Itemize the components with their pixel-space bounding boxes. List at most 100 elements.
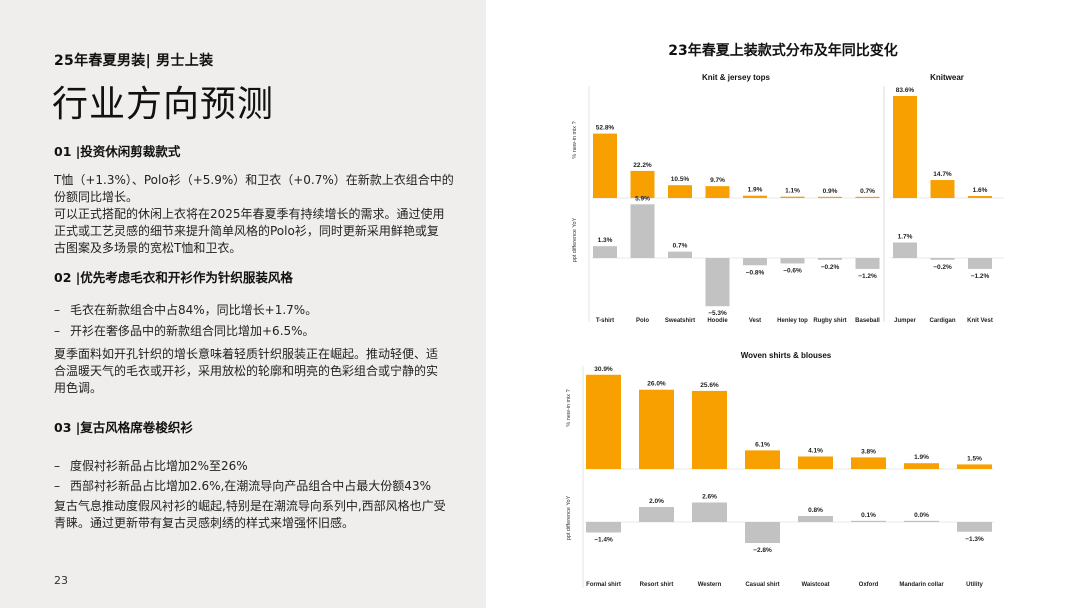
- bar-label: 1.9%: [748, 187, 763, 194]
- bar-yoy-diff: [705, 258, 730, 307]
- diff-label: 0.7%: [673, 243, 688, 250]
- category-label: T-shirt: [596, 318, 614, 324]
- bar-new-in-mix: [743, 195, 767, 198]
- category-label: Casual shirt: [745, 582, 779, 588]
- diff-label: −0.2%: [933, 264, 952, 271]
- category-label: Waistcoat: [801, 582, 829, 588]
- diff-label: 0.0%: [914, 512, 929, 519]
- bullet-text: 西部衬衫新品占比增加2.6%,在潮流导向产品组合中占最大份额43%: [70, 479, 431, 493]
- bar-yoy-diff: [855, 258, 880, 269]
- bar-label: 1.5%: [967, 455, 982, 462]
- section-2-bullet: – 毛衣在新款组合中占84%，同比增长+1.7%。: [54, 303, 318, 317]
- section-2-heading: 02 |优先考虑毛衣和开衫作为针织服装风格: [54, 270, 293, 285]
- category-label: Polo: [636, 318, 649, 324]
- bar-new-in-mix: [668, 185, 692, 198]
- bar-new-in-mix: [586, 374, 621, 469]
- bar-yoy-diff: [893, 242, 917, 258]
- section-3-paragraph: 复古气息推动度假风衬衫的崛起,特别是在潮流导向系列中,西部风格也广受 青睐。通过…: [54, 498, 454, 532]
- category-label: Vest: [749, 318, 761, 324]
- diff-label: −0.6%: [783, 267, 802, 274]
- section-2-line: 夏季面料如开孔针织的增长意味着轻质针织服装正在崛起。推动轻便、适: [54, 347, 439, 361]
- category-label: Sweatshirt: [665, 318, 695, 324]
- category-label: Resort shirt: [640, 582, 674, 588]
- y-axis-label-top: % new-in mix ?: [566, 389, 572, 426]
- category-label: Rugby shirt: [813, 318, 846, 324]
- section-1-line: 正式或工艺灵感的细节来提升简单风格的Polo衫，同时更新采用鲜艳或复: [54, 224, 439, 238]
- section-1-line: 份额同比增长。: [54, 190, 139, 204]
- bar-label: 30.9%: [594, 366, 613, 373]
- bar-yoy-diff: [930, 258, 955, 260]
- panel-title: Knit & jersey tops: [702, 73, 771, 82]
- bar-yoy-diff: [818, 258, 842, 260]
- bar-label: 3.8%: [861, 448, 876, 455]
- bar-new-in-mix: [745, 450, 780, 469]
- section-3-line: 复古气息推动度假风衬衫的崛起,特别是在潮流导向系列中,西部风格也广受: [54, 499, 446, 513]
- diff-label: −1.4%: [594, 537, 613, 544]
- bar-yoy-diff: [780, 258, 805, 264]
- bar-label: 1.6%: [973, 187, 988, 194]
- section-1-line: 可以正式搭配的休闲上衣将在2025年春夏季有持续增长的需求。通过使用: [54, 207, 445, 221]
- diff-label: −0.8%: [746, 269, 765, 276]
- section-2-paragraph: 夏季面料如开孔针织的增长意味着轻质针织服装正在崛起。推动轻便、适 合温暖天气的毛…: [54, 346, 454, 397]
- bar-yoy-diff: [851, 520, 886, 522]
- section-1-line: 古图案及多场景的宽松T恤和卫衣。: [54, 241, 242, 255]
- bar-yoy-diff: [904, 520, 939, 522]
- bar-label: 1.1%: [785, 188, 800, 195]
- bar-new-in-mix: [968, 196, 992, 198]
- bar-label: 9.7%: [710, 177, 725, 184]
- diff-label: −1.3%: [965, 536, 984, 543]
- bar-yoy-diff: [743, 258, 767, 266]
- bar-yoy-diff: [745, 522, 780, 543]
- bar-new-in-mix: [798, 456, 833, 469]
- category-label: Oxford: [859, 582, 879, 588]
- section-1-heading: 01 |投资休闲剪裁款式: [54, 144, 181, 159]
- y-axis-label-bottom: ppt difference YoY: [572, 217, 578, 262]
- bar-yoy-diff: [630, 204, 655, 258]
- category-label: Mandarin collar: [899, 582, 944, 588]
- section-3-bullet: – 度假衬衫新品占比增加2%至26%: [54, 459, 248, 473]
- bar-yoy-diff: [968, 258, 992, 269]
- category-label: Baseball: [855, 318, 880, 324]
- bar-label: 0.7%: [860, 188, 875, 195]
- panel-title: Woven shirts & blouses: [741, 351, 832, 360]
- bar-yoy-diff: [586, 522, 621, 533]
- bar-yoy-diff: [798, 516, 833, 522]
- bar-new-in-mix: [930, 180, 955, 198]
- category-label: Knit Vest: [967, 318, 993, 324]
- diff-label: 2.0%: [649, 498, 664, 505]
- panel-title: Knitwear: [930, 73, 964, 82]
- diff-label: 0.8%: [808, 507, 823, 514]
- bar-label: 26.0%: [647, 381, 666, 388]
- page-title: 行业方向预测: [52, 84, 275, 125]
- bar-yoy-diff: [593, 246, 617, 258]
- category-label: Henley top: [777, 318, 808, 324]
- bar-label: 4.1%: [808, 447, 823, 454]
- category-label: Cardigan: [929, 318, 955, 324]
- diff-label: 2.6%: [702, 494, 717, 501]
- section-1-line: T恤（+1.3%）、Polo衫（+5.9%）和卫衣（+0.7%）在新款上衣组合中…: [54, 173, 454, 187]
- kicker: 25年春夏男装| 男士上装: [54, 53, 214, 69]
- y-axis-label-top: % new-in mix ?: [572, 121, 578, 158]
- section-2-line: 用色调。: [54, 381, 103, 395]
- diff-label: 1.7%: [898, 234, 913, 241]
- left-panel: 25年春夏男装| 男士上装 行业方向预测 01 |投资休闲剪裁款式 T恤（+1.…: [0, 0, 486, 608]
- diff-label: −1.2%: [858, 273, 877, 280]
- bullet-text: 开衫在奢侈品中的新款组合同比增加+6.5%。: [70, 324, 315, 338]
- bar-new-in-mix: [893, 96, 917, 198]
- bar-yoy-diff: [668, 251, 692, 258]
- bar-yoy-diff: [639, 507, 674, 522]
- diff-label: −1.2%: [971, 273, 990, 280]
- bar-label: 25.6%: [700, 382, 719, 389]
- section-2-line: 合温暖天气的毛衣或开衫，采用放松的轮廓和明亮的色彩组合或宁静的实: [54, 364, 439, 378]
- bar-label: 10.5%: [671, 176, 690, 183]
- section-1-paragraph: T恤（+1.3%）、Polo衫（+5.9%）和卫衣（+0.7%）在新款上衣组合中…: [54, 172, 454, 257]
- diff-label: 1.3%: [598, 237, 613, 244]
- bullet-text: 度假衬衫新品占比增加2%至26%: [70, 459, 248, 473]
- diff-label: 5.9%: [635, 195, 650, 202]
- bar-new-in-mix: [855, 196, 880, 198]
- bar-new-in-mix: [639, 389, 674, 469]
- bar-yoy-diff: [957, 522, 992, 532]
- bar-label: 22.2%: [633, 162, 652, 169]
- right-panel: 23年春夏上装款式分布及年同比变化 % new-in mix ? ppt diff…: [486, 0, 1080, 608]
- y-axis-label-bottom: ppt difference YoY: [566, 495, 572, 540]
